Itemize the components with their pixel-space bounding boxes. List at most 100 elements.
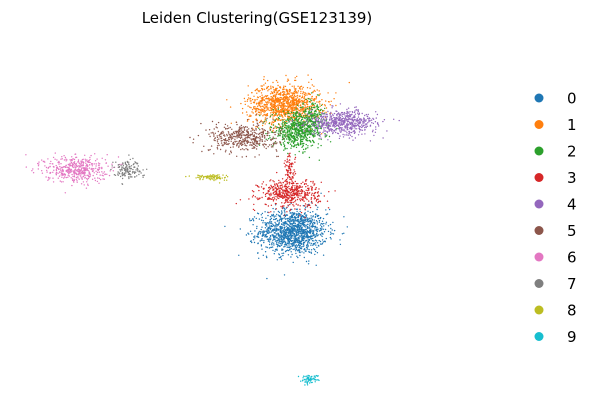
data-point (288, 169, 290, 171)
data-point (295, 120, 298, 122)
data-point (348, 118, 350, 121)
data-point (297, 233, 299, 236)
data-point (307, 236, 309, 238)
data-point (312, 237, 314, 240)
data-point (280, 196, 283, 198)
data-point (282, 88, 284, 90)
data-point (367, 117, 369, 120)
data-point (312, 103, 315, 106)
data-point (353, 120, 355, 122)
data-point (287, 219, 289, 221)
data-point (321, 242, 324, 244)
data-point (240, 124, 243, 127)
data-point (301, 143, 303, 145)
data-point (293, 125, 295, 128)
data-point (238, 130, 241, 133)
data-point (230, 138, 233, 140)
data-point (246, 129, 248, 131)
data-point (273, 196, 275, 198)
data-point (296, 104, 299, 107)
data-point (292, 184, 294, 187)
data-point (274, 88, 277, 90)
data-point (296, 189, 298, 191)
data-point (262, 222, 264, 224)
data-point (320, 120, 322, 123)
data-point (307, 145, 309, 147)
data-point (283, 274, 286, 276)
data-point (258, 257, 260, 259)
data-point (280, 187, 282, 189)
data-point (303, 224, 306, 226)
data-point (291, 216, 294, 218)
data-point (352, 127, 354, 129)
data-point (234, 130, 236, 133)
data-point (282, 189, 284, 191)
data-point (241, 143, 244, 146)
data-point (314, 129, 316, 131)
data-point (351, 119, 354, 121)
data-point (311, 220, 313, 222)
data-point (77, 176, 79, 178)
data-point (294, 154, 296, 156)
data-point (223, 126, 226, 128)
data-point (314, 253, 316, 256)
data-point (279, 218, 281, 221)
data-point (302, 205, 305, 207)
data-point (283, 217, 286, 219)
data-point (295, 91, 298, 93)
data-point (285, 185, 288, 188)
data-point (309, 107, 311, 110)
data-point (257, 89, 259, 92)
data-point (287, 230, 290, 232)
data-point (297, 237, 299, 239)
data-point (335, 131, 337, 134)
data-point (351, 135, 353, 138)
data-point (338, 123, 340, 125)
data-point (297, 244, 300, 246)
data-point (275, 228, 277, 230)
data-point (322, 228, 325, 230)
data-point (316, 226, 318, 229)
data-point (320, 108, 322, 111)
data-point (230, 152, 232, 154)
data-point (307, 120, 310, 122)
data-point (304, 192, 307, 194)
data-point (277, 210, 280, 213)
data-point (296, 100, 299, 102)
data-point (351, 123, 353, 126)
data-point (278, 179, 280, 182)
data-point (264, 136, 266, 138)
data-point (240, 102, 242, 105)
data-point (251, 127, 253, 130)
data-point (274, 218, 276, 221)
data-point (239, 228, 241, 230)
data-point (298, 132, 300, 134)
data-point (299, 193, 301, 195)
data-point (290, 240, 293, 243)
data-point (329, 223, 332, 226)
data-point (303, 205, 306, 207)
data-point (281, 243, 283, 245)
data-point (286, 173, 288, 176)
data-point (290, 133, 292, 135)
data-point (248, 137, 251, 139)
data-point (275, 235, 277, 237)
data-point (310, 106, 313, 109)
data-point (265, 223, 268, 225)
data-point (311, 188, 313, 190)
data-point (325, 209, 327, 211)
data-point (292, 235, 294, 237)
data-point (276, 150, 278, 152)
data-point (313, 141, 315, 144)
data-point (343, 232, 345, 234)
data-point (307, 245, 310, 247)
series-1-points (226, 74, 350, 135)
data-point (298, 194, 300, 196)
data-point (270, 186, 273, 188)
data-point (270, 194, 273, 196)
data-point (315, 120, 318, 123)
data-point (291, 180, 293, 182)
data-point (286, 186, 288, 189)
data-point (309, 206, 312, 209)
data-point (274, 127, 276, 129)
